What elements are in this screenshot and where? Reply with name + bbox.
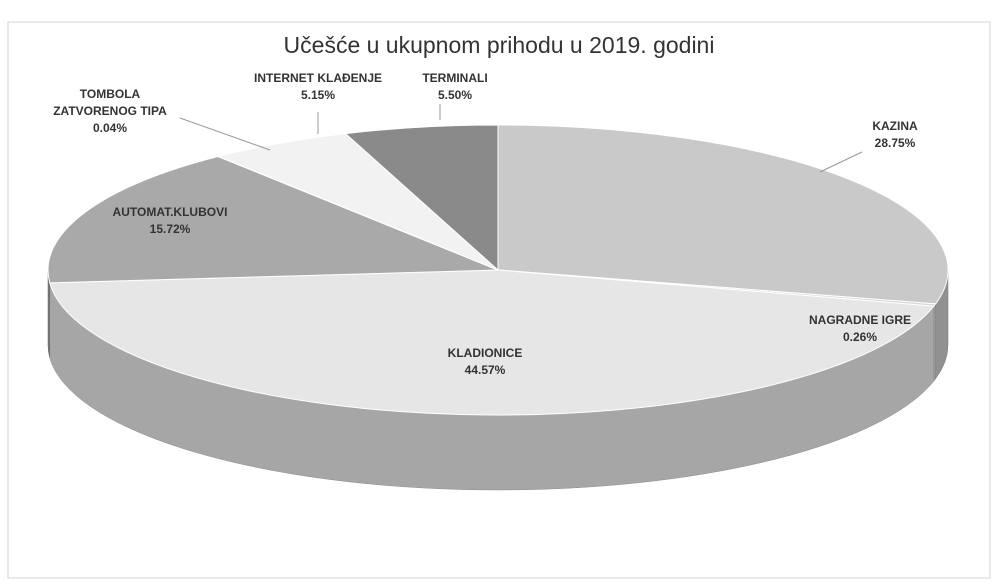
pie-slice — [217, 133, 499, 271]
label-name: KAZINA — [872, 119, 918, 133]
label-name: INTERNET KLAĐENJE — [253, 71, 382, 85]
leader-line — [179, 117, 271, 151]
pie-slice-side — [933, 303, 936, 382]
label-name: TOMBOLA ZATVORENOG TIPA — [53, 87, 167, 118]
label-value: 5.50% — [437, 88, 473, 102]
label-name: AUTOMAT.KLUBOVI — [112, 205, 228, 219]
data-label: TERMINALI 5.50% — [405, 70, 505, 104]
label-value: 0.26% — [842, 330, 878, 344]
data-label: NAGRADNE IGRE 0.26% — [795, 312, 925, 346]
label-value: 44.57% — [464, 363, 506, 377]
chart-title: Učešće u ukupnom prihodu u 2019. godini — [283, 32, 715, 58]
pie-slice — [497, 124, 949, 305]
label-name: KLADIONICE — [447, 346, 523, 360]
label-value: 0.04% — [92, 121, 128, 135]
data-label: KAZINA 28.75% — [835, 118, 955, 152]
label-value: 5.15% — [300, 88, 336, 102]
data-label: TOMBOLA ZATVORENOG TIPA 0.04% — [40, 86, 180, 137]
data-label: KLADIONICE 44.57% — [425, 345, 545, 379]
label-name: NAGRADNE IGRE — [808, 313, 911, 327]
data-label: INTERNET KLAĐENJE 5.15% — [228, 70, 408, 104]
pie-slice — [344, 124, 499, 272]
pie-slice — [49, 269, 935, 416]
label-value: 15.72% — [149, 222, 191, 236]
pie-tops — [47, 124, 949, 416]
data-label: AUTOMAT.KLUBOVI 15.72% — [80, 204, 260, 238]
leader-lines — [179, 104, 863, 173]
label-name: TERMINALI — [422, 71, 488, 85]
leader-line — [819, 151, 863, 173]
label-value: 28.75% — [874, 136, 916, 150]
pie-slice — [47, 155, 499, 284]
